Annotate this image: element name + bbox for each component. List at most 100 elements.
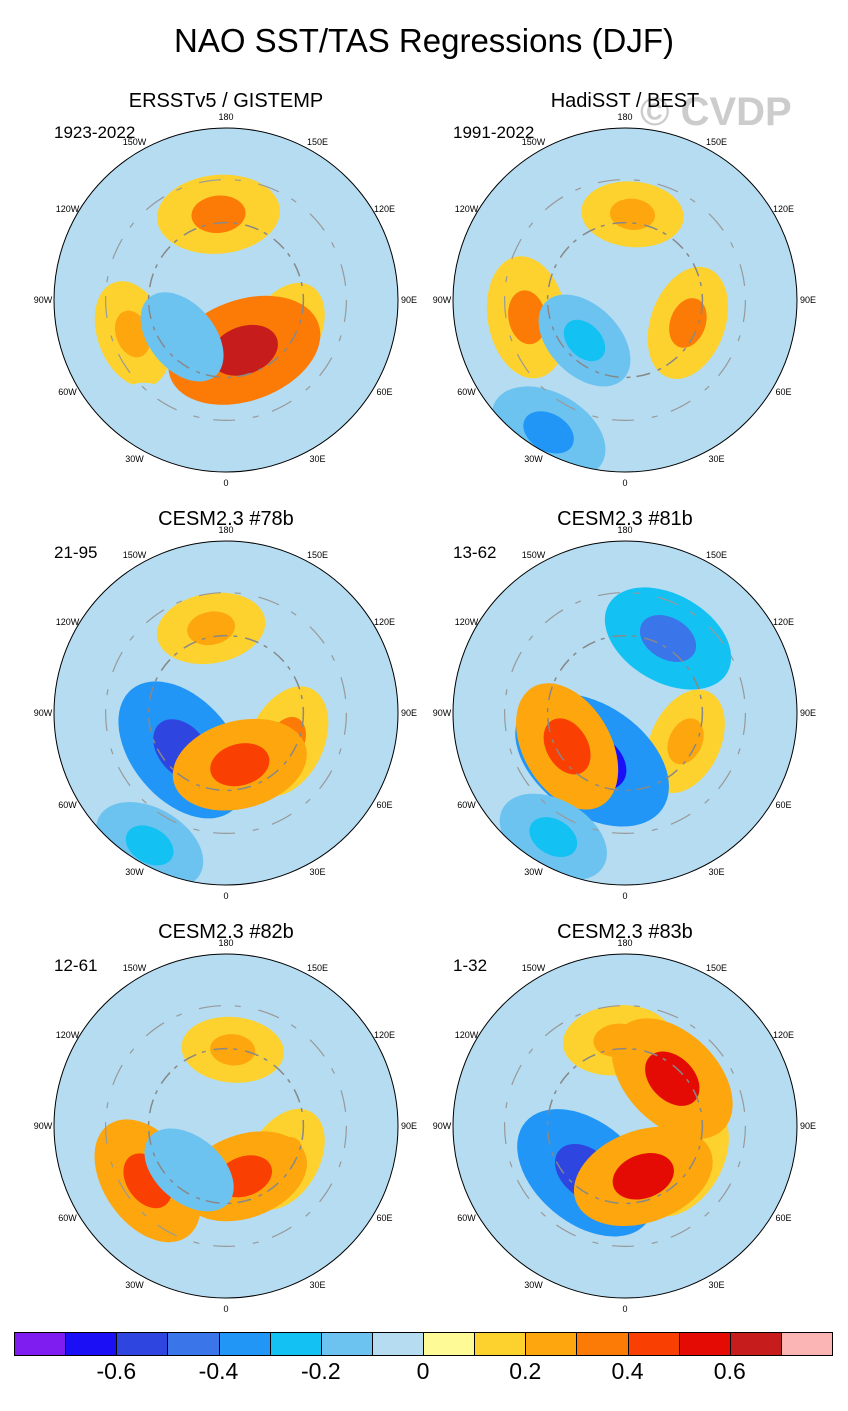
longitude-label: 150W (122, 136, 147, 147)
longitude-label: 60E (376, 386, 393, 397)
colorbar-tick-label: -0.4 (198, 1358, 239, 1384)
map-background (54, 541, 398, 885)
coastline (546, 1047, 704, 1205)
colorbar-tick-label: 0.6 (713, 1358, 746, 1384)
longitude-label: 0 (622, 891, 628, 901)
panel-cesm-82b-title: CESM2.3 #82b (158, 921, 294, 943)
longitude-label: 150E (306, 962, 329, 973)
longitude-label: 30E (309, 1279, 326, 1290)
coastline-outer (503, 1004, 747, 1248)
longitude-label: 120E (772, 1029, 795, 1040)
longitude-label: 90W (33, 295, 53, 305)
longitude-label: 120W (454, 1029, 479, 1040)
longitude-label: 180 (617, 525, 633, 535)
longitude-label: 90E (400, 708, 418, 718)
anomaly-core-5 (523, 411, 574, 454)
colorbar-swatch (678, 1332, 731, 1356)
panel-cesm-81b-title: CESM2.3 #81b (557, 508, 693, 530)
longitude-label: 90E (799, 708, 817, 718)
longitude-label: 60W (457, 386, 476, 397)
anomaly-core-3 (210, 324, 278, 376)
longitude-label: 180 (617, 112, 633, 122)
longitude-label: 30W (524, 866, 543, 877)
longitude-label: 120W (55, 203, 80, 214)
colorbar-swatch (371, 1332, 424, 1356)
longitude-label: 120W (55, 616, 80, 627)
colorbar-swatch (474, 1332, 527, 1356)
colorbar-swatch (320, 1332, 373, 1356)
figure-title: NAO SST/TAS Regressions (DJF) (174, 22, 674, 59)
longitude-label: 120W (454, 203, 479, 214)
colorbar-tick-label: 0.2 (509, 1358, 542, 1384)
anomaly-core-5 (529, 817, 578, 858)
longitude-label: 30W (125, 1279, 144, 1290)
colorbar-swatch (627, 1332, 680, 1356)
longitude-label: 180 (218, 938, 234, 948)
anomaly-core-3 (645, 1051, 700, 1106)
colorbar (14, 1332, 833, 1356)
coastline (147, 1047, 305, 1205)
colorbar-tick-label: 0 (416, 1358, 430, 1384)
map-background (453, 128, 797, 472)
longitude-label: 90E (400, 1121, 418, 1131)
longitude-label: 150W (521, 549, 546, 560)
longitude-label: 30E (309, 453, 326, 464)
longitude-label: 90W (432, 1121, 452, 1131)
colorbar-swatch (65, 1332, 118, 1356)
panel-hadisst-best-title: HadiSST / BEST (550, 90, 700, 112)
panel-hadisst-best-map (452, 127, 798, 473)
panel-ersst-gistemp-title: ERSSTv5 / GISTEMP (128, 90, 324, 112)
longitude-label: 120W (454, 616, 479, 627)
colorbar-tick-label: -0.2 (300, 1358, 341, 1384)
panel-cesm-78b-title: CESM2.3 #78b (158, 508, 294, 530)
longitude-label: 150E (306, 549, 329, 560)
longitude-label: 150W (122, 549, 147, 560)
anomaly-core-2 (667, 718, 704, 765)
anomaly-core-6 (140, 400, 178, 432)
longitude-label: 0 (223, 891, 229, 901)
coastline (147, 634, 305, 792)
longitude-label: 0 (622, 1304, 628, 1314)
panel-ersst-gistemp-map (53, 127, 399, 473)
longitude-label: 120W (55, 1029, 80, 1040)
coastline (147, 221, 305, 379)
longitude-label: 60W (58, 799, 77, 810)
anomaly-core-4 (210, 743, 270, 787)
anomaly-core-5 (612, 1153, 674, 1200)
longitude-label: 120E (772, 616, 795, 627)
panel-cesm-81b-map (452, 540, 798, 886)
longitude-label: 30W (524, 1279, 543, 1290)
longitude-label: 180 (218, 525, 234, 535)
longitude-label: 30E (309, 866, 326, 877)
longitude-label: 60W (58, 386, 77, 397)
anomaly-core-5 (163, 316, 201, 357)
coastline-outer (503, 591, 747, 835)
coastline-outer (104, 1004, 348, 1248)
longitude-label: 150W (521, 136, 546, 147)
longitude-label: 150E (705, 136, 728, 147)
longitude-label: 60W (457, 799, 476, 810)
anomaly-core-4 (543, 718, 591, 775)
longitude-label: 90E (799, 295, 817, 305)
colorbar-swatch (269, 1332, 322, 1356)
colorbar-swatch (576, 1332, 629, 1356)
longitude-label: 30W (125, 453, 144, 464)
coastline-outer (104, 178, 348, 422)
anomaly-core-1 (639, 615, 697, 662)
map-border (452, 127, 798, 473)
map-border (452, 540, 798, 886)
longitude-label: 150E (306, 136, 329, 147)
coastline (546, 221, 704, 379)
map-border (452, 953, 798, 1299)
longitude-label: 60E (376, 799, 393, 810)
anomaly-core-1 (191, 195, 246, 234)
map-border (53, 127, 399, 473)
anomaly-core-2 (669, 298, 707, 348)
coastline-outer (503, 178, 747, 422)
panel-cesm-83b-period: 1-32 (453, 956, 488, 975)
colorbar-swatch (423, 1332, 476, 1356)
colorbar-swatch (525, 1332, 578, 1356)
coastline (546, 634, 704, 792)
anomaly-core-4 (563, 319, 606, 362)
panel-cesm-82b-map (53, 953, 399, 1299)
